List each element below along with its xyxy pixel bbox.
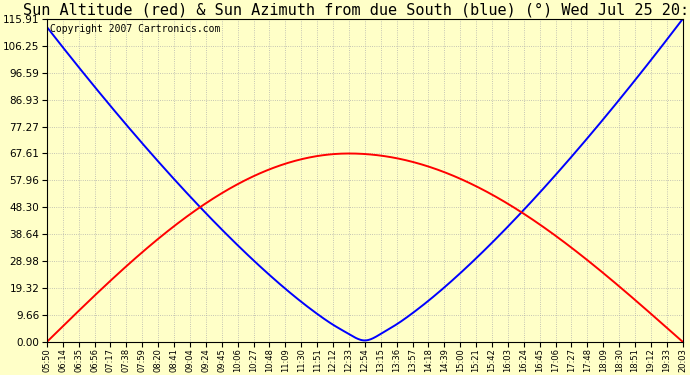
Title: Sun Altitude (red) & Sun Azimuth from due South (blue) (°) Wed Jul 25 20:08: Sun Altitude (red) & Sun Azimuth from du… — [23, 3, 690, 18]
Text: Copyright 2007 Cartronics.com: Copyright 2007 Cartronics.com — [50, 24, 221, 34]
